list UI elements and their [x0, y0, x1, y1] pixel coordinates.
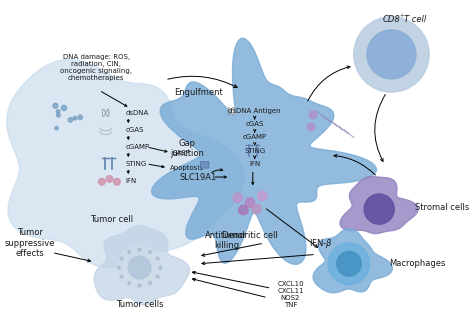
Text: dsDNA: dsDNA — [126, 110, 149, 116]
Circle shape — [148, 282, 151, 285]
Text: IFN: IFN — [126, 178, 137, 184]
Text: cGAMP: cGAMP — [126, 144, 150, 150]
Text: Tumor
suppressive
effects: Tumor suppressive effects — [5, 228, 55, 258]
Circle shape — [238, 205, 248, 215]
Text: Dendritic cell: Dendritic cell — [222, 231, 278, 240]
Text: Tumor cell: Tumor cell — [90, 215, 133, 224]
Circle shape — [128, 282, 131, 285]
Text: dsDNA Antigen: dsDNA Antigen — [228, 108, 281, 114]
Circle shape — [148, 251, 151, 254]
Circle shape — [233, 193, 242, 203]
Circle shape — [78, 115, 82, 120]
Circle shape — [128, 251, 131, 254]
Text: cGAS: cGAS — [246, 121, 264, 127]
Text: CD8: CD8 — [383, 15, 401, 24]
Text: SLC19A1: SLC19A1 — [180, 172, 217, 182]
Polygon shape — [152, 38, 376, 264]
Circle shape — [156, 257, 159, 260]
Circle shape — [106, 176, 113, 182]
Circle shape — [159, 266, 162, 269]
Text: Macrophages: Macrophages — [389, 259, 445, 268]
Text: Tumor cells: Tumor cells — [116, 300, 164, 309]
Circle shape — [120, 257, 123, 260]
Circle shape — [364, 194, 394, 224]
Polygon shape — [340, 177, 418, 234]
Circle shape — [354, 17, 429, 92]
FancyBboxPatch shape — [201, 162, 209, 168]
Circle shape — [245, 198, 255, 207]
Text: T cell: T cell — [404, 15, 426, 24]
Text: Antitumor
killing: Antitumor killing — [205, 231, 247, 250]
Circle shape — [61, 105, 67, 110]
Circle shape — [56, 110, 60, 113]
Circle shape — [68, 118, 73, 122]
Text: cGAS: cGAS — [126, 127, 144, 133]
Text: Stromal cells: Stromal cells — [415, 203, 469, 212]
Text: cGAMP: cGAMP — [243, 134, 267, 141]
Text: CXCL10
CXCL11
NOS2
TNF: CXCL10 CXCL11 NOS2 TNF — [277, 281, 304, 308]
Circle shape — [53, 103, 58, 108]
Text: IFN-$\beta$: IFN-$\beta$ — [310, 236, 333, 250]
Circle shape — [257, 191, 267, 201]
Text: Engulfment: Engulfment — [173, 88, 222, 97]
Text: IFN: IFN — [249, 161, 260, 167]
Circle shape — [310, 111, 317, 119]
Circle shape — [118, 266, 120, 269]
Polygon shape — [7, 59, 244, 268]
Text: STING: STING — [244, 148, 265, 154]
Circle shape — [308, 123, 315, 131]
Circle shape — [337, 252, 361, 276]
Circle shape — [367, 30, 416, 79]
Circle shape — [99, 178, 105, 185]
Text: +: + — [400, 13, 404, 18]
Text: Gap
junction: Gap junction — [170, 139, 204, 159]
Circle shape — [120, 275, 123, 278]
Circle shape — [156, 275, 159, 278]
Text: STING: STING — [126, 161, 147, 167]
Text: Apoptosis: Apoptosis — [170, 165, 204, 171]
Circle shape — [252, 204, 261, 214]
Text: DNA damage: ROS,
radiation, CIN,
oncogenic signaling,
chemotherapies: DNA damage: ROS, radiation, CIN, oncogen… — [60, 54, 132, 81]
Text: SASP: SASP — [173, 150, 191, 155]
Polygon shape — [94, 226, 190, 305]
Circle shape — [118, 246, 161, 289]
Circle shape — [138, 284, 141, 287]
Circle shape — [328, 243, 370, 285]
Circle shape — [56, 113, 60, 117]
Circle shape — [138, 248, 141, 251]
Polygon shape — [313, 229, 392, 293]
Circle shape — [73, 116, 77, 120]
Circle shape — [55, 126, 58, 130]
Circle shape — [114, 178, 120, 185]
Circle shape — [128, 256, 151, 279]
